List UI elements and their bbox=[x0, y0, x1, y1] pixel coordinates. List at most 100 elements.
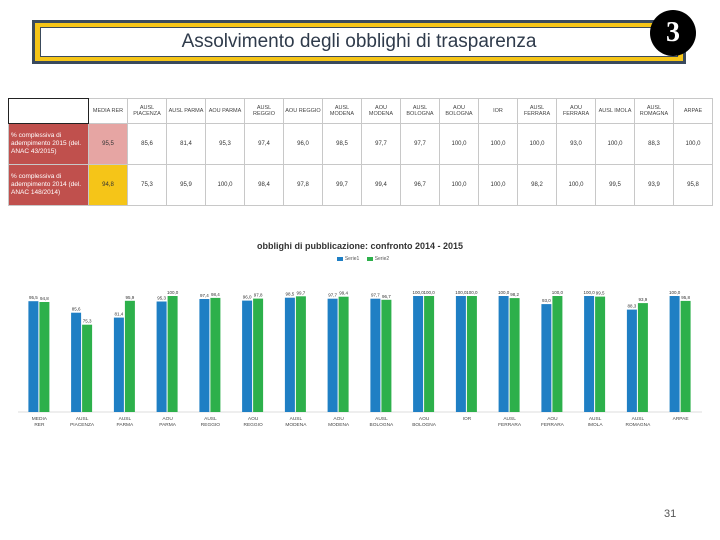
bar-serie1 bbox=[541, 304, 552, 412]
table-header-cell: AUSL REGGIO bbox=[244, 98, 284, 124]
table-row: % complessiva di adempimento 2015 (del. … bbox=[8, 123, 713, 165]
bar-serie1 bbox=[28, 301, 39, 412]
category-label: MEDIA bbox=[32, 416, 48, 422]
table-cell: 100,0 bbox=[595, 123, 635, 165]
data-label: 99,7 bbox=[297, 290, 306, 295]
table-cell: 100,0 bbox=[478, 123, 518, 165]
data-label: 93,9 bbox=[639, 297, 648, 302]
bar-serie2 bbox=[124, 300, 135, 412]
legend-label-serie1: Serie1 bbox=[344, 256, 360, 262]
chart-legend: Serie1 Serie2 bbox=[10, 256, 710, 262]
data-label: 96,7 bbox=[382, 294, 391, 299]
table-header-cell: AOU REGGIO bbox=[283, 98, 323, 124]
data-label: 100,0 bbox=[412, 290, 424, 295]
data-label: 81,4 bbox=[115, 312, 124, 317]
data-label: 100,0 bbox=[455, 290, 467, 295]
table-header-cell: AOU MODENA bbox=[361, 98, 401, 124]
section-badge: 3 bbox=[650, 10, 696, 56]
category-label: REGGIO bbox=[201, 422, 220, 428]
bar-serie2 bbox=[295, 296, 306, 412]
bar-serie1 bbox=[413, 296, 424, 412]
category-label: MODENA bbox=[285, 422, 307, 428]
bar-serie2 bbox=[424, 296, 435, 412]
data-label: 100,0 bbox=[423, 290, 435, 295]
table-row: % complessiva di adempimento 2014 (del. … bbox=[8, 164, 713, 206]
category-label: AUSL bbox=[503, 416, 516, 422]
category-label: AOU bbox=[333, 416, 344, 422]
data-label: 97,4 bbox=[200, 293, 209, 298]
table-header-cell: AUSL IMOLA bbox=[595, 98, 635, 124]
data-label: 95,5 bbox=[29, 295, 38, 300]
table-cell: 75,3 bbox=[127, 164, 167, 206]
table-cell: 96,7 bbox=[400, 164, 440, 206]
table-cell: 100,0 bbox=[478, 164, 518, 206]
table-header-cell: AUSL FERRARA bbox=[517, 98, 557, 124]
title-box: Assolvimento degli obblighi di trasparen… bbox=[32, 20, 686, 64]
data-label: 100,0 bbox=[552, 290, 564, 295]
data-label: 100,0 bbox=[669, 290, 681, 295]
bar-serie2 bbox=[637, 303, 648, 412]
table-cell: 97,7 bbox=[361, 123, 401, 165]
data-label: 88,3 bbox=[628, 304, 637, 309]
table-header-cell: AUSL PIACENZA bbox=[127, 98, 167, 124]
adempimento-table: MEDIA RER AUSL PIACENZA AUSL PARMA AOU P… bbox=[8, 98, 713, 206]
bar-serie2 bbox=[39, 302, 50, 412]
bar-serie1 bbox=[626, 309, 637, 412]
category-label: FERRARA bbox=[541, 422, 565, 428]
bar-serie1 bbox=[498, 296, 509, 412]
bar-serie1 bbox=[242, 300, 253, 412]
bar-serie1 bbox=[71, 312, 82, 412]
table-header-cell: AUSL MODENA bbox=[322, 98, 362, 124]
table-header-cell: AUSL PARMA bbox=[166, 98, 206, 124]
bar-serie2 bbox=[82, 324, 93, 412]
category-label: AOU bbox=[248, 416, 259, 422]
table-cell: 97,7 bbox=[400, 123, 440, 165]
table-cell: 88,3 bbox=[634, 123, 674, 165]
bar-serie2 bbox=[167, 296, 178, 412]
data-label: 85,6 bbox=[72, 307, 81, 312]
table-header-row: MEDIA RER AUSL PIACENZA AUSL PARMA AOU P… bbox=[8, 98, 713, 124]
table-header-cell: AUSL BOLOGNA bbox=[400, 98, 440, 124]
table-cell: 97,8 bbox=[283, 164, 323, 206]
bar-serie2 bbox=[509, 298, 520, 412]
table-cell: 99,5 bbox=[595, 164, 635, 206]
data-label: 95,9 bbox=[126, 295, 135, 300]
category-label: RER bbox=[34, 422, 45, 428]
data-label: 97,8 bbox=[254, 293, 263, 298]
table-cell: 100,0 bbox=[439, 123, 479, 165]
category-label: AUSL bbox=[204, 416, 217, 422]
data-label: 98,2 bbox=[510, 292, 519, 297]
table-cell: 95,9 bbox=[166, 164, 206, 206]
category-label: AUSL bbox=[76, 416, 89, 422]
data-label: 98,5 bbox=[286, 292, 295, 297]
data-label: 96,0 bbox=[243, 295, 252, 300]
bar-serie2 bbox=[210, 297, 221, 412]
table-header-cell: AUSL ROMAGNA bbox=[634, 98, 674, 124]
table-cell: 100,0 bbox=[556, 164, 596, 206]
bar-serie1 bbox=[199, 299, 210, 412]
category-label: AUSL bbox=[632, 416, 645, 422]
row-label-2014: % complessiva di adempimento 2014 (del. … bbox=[8, 164, 89, 206]
comparison-chart: obblighi di pubblicazione: confronto 201… bbox=[10, 236, 710, 436]
category-label: PIACENZA bbox=[70, 422, 95, 428]
category-label: IOR bbox=[463, 416, 472, 422]
data-label: 94,8 bbox=[40, 296, 49, 301]
bar-serie2 bbox=[552, 296, 563, 412]
category-label: AUSL bbox=[375, 416, 388, 422]
table-cell: 100,0 bbox=[673, 123, 713, 165]
table-cell: 100,0 bbox=[517, 123, 557, 165]
bar-serie2 bbox=[338, 296, 349, 412]
table-cell: 100,0 bbox=[439, 164, 479, 206]
row-label-2015: % complessiva di adempimento 2015 (del. … bbox=[8, 123, 89, 165]
table-cell: 99,7 bbox=[322, 164, 362, 206]
bar-serie1 bbox=[284, 297, 295, 412]
bar-serie2 bbox=[253, 298, 264, 412]
bar-serie1 bbox=[370, 298, 381, 412]
table-cell: 94,8 bbox=[88, 164, 128, 206]
table-header-cell: AOU PARMA bbox=[205, 98, 245, 124]
category-label: AOU bbox=[547, 416, 558, 422]
data-label: 99,5 bbox=[596, 291, 605, 296]
slide-title: Assolvimento degli obblighi di trasparen… bbox=[181, 31, 537, 52]
table-cell: 93,9 bbox=[634, 164, 674, 206]
category-label: AOU bbox=[162, 416, 173, 422]
